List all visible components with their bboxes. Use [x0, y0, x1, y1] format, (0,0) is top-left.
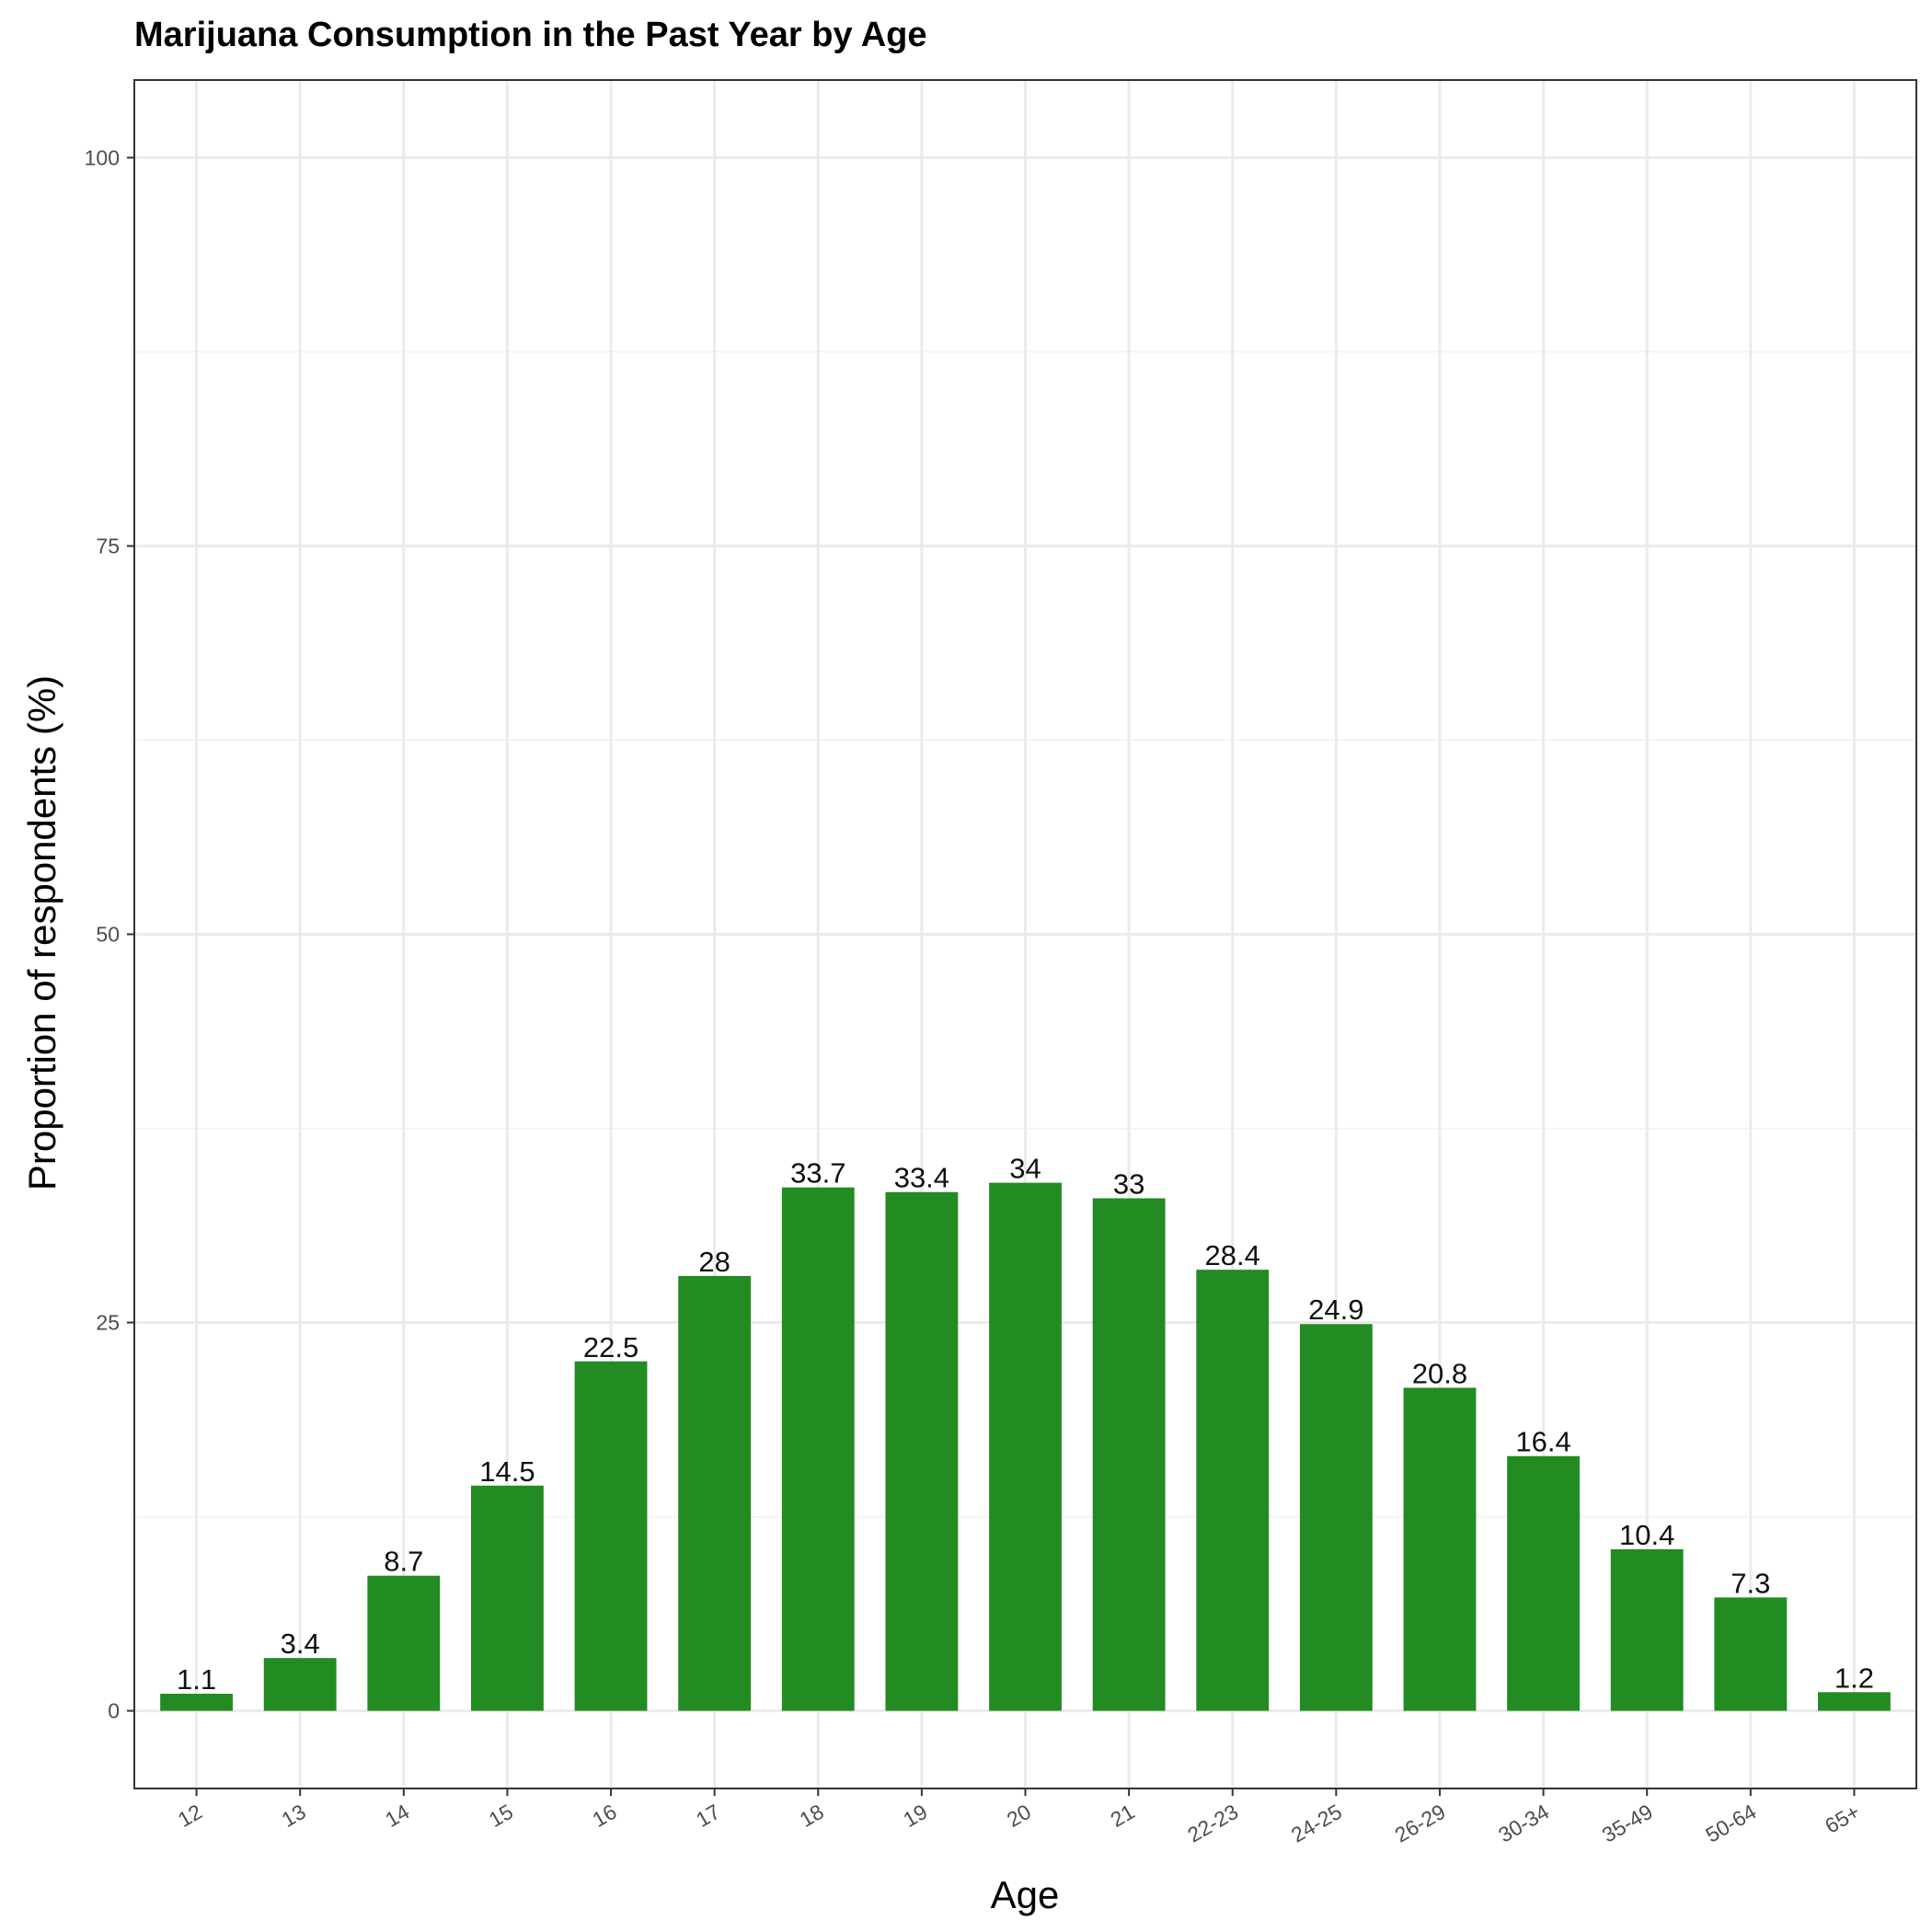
y-tick-label: 25 — [96, 1311, 120, 1335]
y-tick-label: 0 — [108, 1699, 120, 1723]
data-label-17: 28 — [698, 1246, 730, 1278]
x-tick-label-19: 19 — [899, 1800, 931, 1832]
bar-18 — [781, 1187, 855, 1711]
data-label-24-25: 24.9 — [1308, 1294, 1363, 1326]
x-tick-label-26-29: 26-29 — [1391, 1800, 1450, 1847]
bar-35-49 — [1610, 1549, 1684, 1711]
data-label-30-34: 16.4 — [1515, 1426, 1570, 1458]
data-label-20: 34 — [1009, 1153, 1041, 1185]
x-axis-title: Age — [991, 1873, 1060, 1916]
data-labels: 1.1 3.4 8.7 14.5 22.5 28 33.7 33.4 34 33 28.4 24.9 2… — [177, 1153, 1874, 1696]
x-tick-label-14: 14 — [381, 1800, 413, 1832]
data-label-19: 33.4 — [894, 1162, 949, 1194]
bar-17 — [678, 1275, 752, 1711]
data-label-35-49: 10.4 — [1619, 1519, 1674, 1551]
y-axis-title: Proportion of respondents (%) — [20, 675, 63, 1190]
data-label-50-64: 7.3 — [1731, 1567, 1770, 1599]
y-tick-label: 50 — [96, 923, 120, 947]
bar-26-29 — [1403, 1387, 1477, 1711]
bar-21 — [1092, 1198, 1166, 1711]
y-tick-label: 100 — [85, 145, 120, 169]
bar-22-23 — [1196, 1270, 1270, 1711]
bar-50-64 — [1714, 1597, 1788, 1711]
x-tick-label-50-64: 50-64 — [1701, 1800, 1760, 1847]
data-label-21: 33 — [1113, 1167, 1144, 1200]
bar-14 — [367, 1575, 441, 1711]
x-tick-label-24-25: 24-25 — [1287, 1800, 1346, 1847]
data-label-12: 1.1 — [177, 1663, 216, 1696]
chart-title: Marijuana Consumption in the Past Year b… — [134, 16, 927, 54]
bar-65+ — [1818, 1692, 1891, 1711]
bar-13 — [263, 1658, 337, 1711]
x-tick-label-17: 17 — [692, 1800, 724, 1832]
bar-30-34 — [1507, 1455, 1580, 1711]
data-label-22-23: 28.4 — [1205, 1239, 1260, 1271]
data-label-13: 3.4 — [281, 1627, 320, 1660]
bar-15 — [471, 1485, 544, 1711]
bar-24-25 — [1299, 1324, 1373, 1711]
data-label-65+: 1.2 — [1834, 1662, 1874, 1694]
x-tick-label-30-34: 30-34 — [1494, 1800, 1553, 1847]
data-label-16: 22.5 — [583, 1331, 638, 1363]
data-label-15: 14.5 — [479, 1455, 535, 1488]
x-axis: 12 13 14 15 16 17 18 19 20 21 22-23 24-25 26-29 30-34… — [174, 1788, 1864, 1847]
bar-20 — [989, 1182, 1062, 1711]
x-tick-label-12: 12 — [174, 1800, 206, 1832]
bars — [160, 1182, 1891, 1711]
data-label-18: 33.7 — [790, 1157, 845, 1190]
x-tick-label-65+: 65+ — [1821, 1800, 1864, 1838]
x-tick-label-18: 18 — [796, 1800, 828, 1832]
x-tick-label-22-23: 22-23 — [1183, 1800, 1242, 1847]
y-axis: 0 25 50 75 100 — [85, 145, 134, 1723]
y-tick-label: 75 — [96, 534, 120, 558]
data-label-26-29: 20.8 — [1412, 1357, 1467, 1389]
x-tick-label-20: 20 — [1003, 1800, 1035, 1832]
data-label-14: 8.7 — [384, 1546, 423, 1578]
bar-19 — [885, 1191, 959, 1711]
bar-12 — [160, 1694, 233, 1711]
x-tick-label-13: 13 — [278, 1800, 310, 1832]
x-tick-label-15: 15 — [485, 1800, 517, 1832]
bar-16 — [574, 1361, 648, 1711]
x-tick-label-35-49: 35-49 — [1598, 1800, 1657, 1847]
x-tick-label-21: 21 — [1106, 1800, 1138, 1832]
x-tick-label-16: 16 — [588, 1800, 620, 1832]
